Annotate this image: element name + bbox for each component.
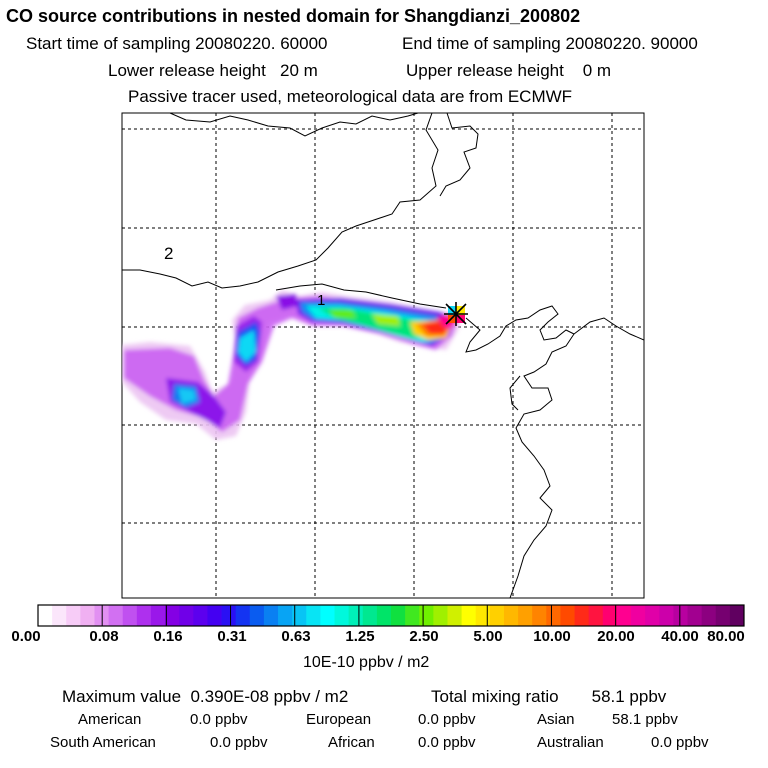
colorbar-swatch <box>52 605 67 626</box>
region-value-african: 0.0 ppbv <box>418 734 476 751</box>
region-name-asian: Asian <box>537 711 575 728</box>
contour-label: 1 <box>317 292 325 309</box>
region-name-european: European <box>306 711 372 728</box>
colorbar-swatch <box>334 605 350 626</box>
colorbar-swatch <box>602 605 618 626</box>
colorbar-units: 10E-10 ppbv / m2 <box>303 654 430 671</box>
colorbar-swatch <box>108 605 124 626</box>
colorbar-swatch <box>179 605 194 626</box>
colorbar-swatch <box>263 605 279 626</box>
colorbar-swatch <box>80 605 95 626</box>
colorbar-swatch <box>461 605 477 626</box>
colorbar-swatch <box>193 605 208 626</box>
colorbar-tick-label: 10.00 <box>533 628 571 645</box>
region-value-asian: 58.1 ppbv <box>612 711 678 728</box>
colorbar-swatch <box>221 605 237 626</box>
region-name-australian: Australian <box>537 734 604 751</box>
colorbar-swatch <box>659 605 674 626</box>
country-borders <box>122 113 644 598</box>
colorbar-swatch <box>405 605 420 626</box>
colorbar-frame <box>37 604 745 627</box>
colorbar-swatch <box>38 605 53 626</box>
region-value-european: 0.0 ppbv <box>418 711 476 728</box>
region-name-african: African <box>328 734 375 751</box>
colorbar-tick-label: 0.63 <box>281 628 311 645</box>
colorbar-swatch <box>588 605 604 626</box>
colorbar-tick-label: 5.00 <box>473 628 503 645</box>
concentration-plume <box>122 290 465 440</box>
colorbar-tick-label: 1.25 <box>345 628 375 645</box>
colorbar-tick-label: 20.00 <box>597 628 635 645</box>
colorbar-swatch <box>348 605 364 626</box>
colorbar-swatch <box>433 605 448 626</box>
colorbar-swatch <box>631 605 646 626</box>
colorbar-swatch <box>165 605 180 626</box>
colorbar-swatch <box>645 605 660 626</box>
colorbar-tick-label: 0.08 <box>89 628 119 645</box>
colorbar-swatch <box>560 605 575 626</box>
colorbar-swatch <box>673 605 688 626</box>
colorbar-swatch <box>207 605 222 626</box>
colorbar-swatch <box>701 605 717 626</box>
colorbar-tick-label: 0.16 <box>153 628 183 645</box>
colorbar-swatch <box>136 605 152 626</box>
colorbar-swatch <box>150 605 166 626</box>
colorbar-tick-label: 2.50 <box>409 628 439 645</box>
map-frame <box>121 112 645 599</box>
colorbar-swatch <box>475 605 491 626</box>
colorbar-swatch <box>122 605 138 626</box>
colorbar-swatch <box>391 605 406 626</box>
colorbar-swatch <box>687 605 703 626</box>
colorbar-swatch <box>574 605 590 626</box>
colorbar-swatch <box>419 605 434 626</box>
colorbar-swatch <box>616 605 632 626</box>
lower-release-label: Lower release height 20 m <box>108 61 318 80</box>
colorbar-swatch <box>306 605 321 626</box>
colorbar-swatch <box>376 605 392 626</box>
map-title: CO source contributions in nested domain… <box>6 6 581 26</box>
colorbar-swatch <box>66 605 81 626</box>
colorbar-swatch <box>532 605 547 626</box>
colorbar-tick-label: 80.00 <box>707 628 745 645</box>
region-value-australian: 0.0 ppbv <box>651 734 709 751</box>
tracer-note: Passive tracer used, meteorological data… <box>128 87 573 106</box>
colorbar-swatch <box>278 605 293 626</box>
colorbar-swatch <box>249 605 265 626</box>
colorbar-swatch <box>518 605 533 626</box>
colorbar-swatch <box>546 605 561 626</box>
colorbar-swatch <box>489 605 505 626</box>
start-time-label: Start time of sampling 20080220. 60000 <box>26 34 328 53</box>
region-name-south-american: South American <box>50 734 156 751</box>
region-value-south-american: 0.0 ppbv <box>210 734 268 751</box>
contour-label: 2 <box>164 244 173 263</box>
end-time-label: End time of sampling 20080220. 90000 <box>402 34 698 53</box>
colorbar <box>38 605 745 626</box>
region-value-american: 0.0 ppbv <box>190 711 248 728</box>
colorbar-swatch <box>362 605 378 626</box>
max-value-label: Maximum value 0.390E-08 ppbv / m2 <box>62 687 349 706</box>
source-cell <box>448 315 457 323</box>
colorbar-tick-label: 0.31 <box>217 628 247 645</box>
colorbar-swatch <box>715 605 731 626</box>
map-panel: 2 1 <box>121 112 645 599</box>
colorbar-swatch <box>235 605 251 626</box>
colorbar-swatch <box>292 605 307 626</box>
colorbar-tick-label: 40.00 <box>661 628 699 645</box>
total-mixing-label: Total mixing ratio 58.1 ppbv <box>431 687 667 706</box>
colorbar-tick-label: 0.00 <box>11 628 41 645</box>
source-cell <box>456 306 465 316</box>
region-name-american: American <box>78 711 142 728</box>
upper-release-label: Upper release height 0 m <box>406 61 612 80</box>
colorbar-swatch <box>320 605 335 626</box>
colorbar-swatch <box>447 605 462 626</box>
receptor-cross-icon <box>444 302 468 326</box>
colorbar-swatch <box>503 605 519 626</box>
colorbar-swatch <box>729 605 745 626</box>
